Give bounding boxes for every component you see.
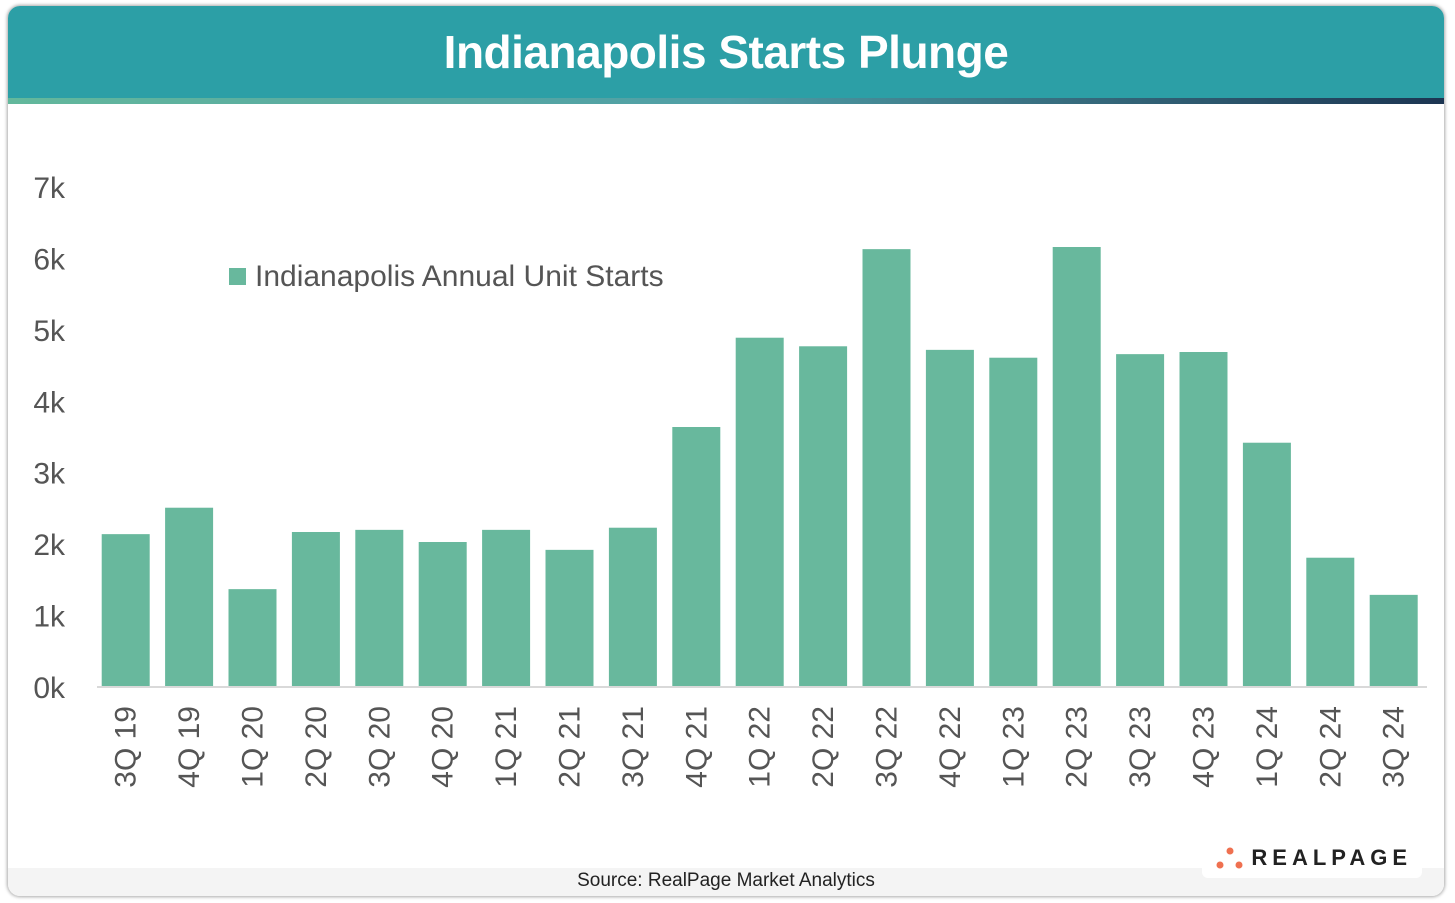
x-tick-label: 1Q 21 (490, 706, 523, 788)
bar (925, 349, 974, 687)
bar (545, 549, 594, 687)
bar (228, 589, 277, 687)
bar (672, 427, 721, 687)
x-tick-label: 1Q 23 (997, 706, 1030, 788)
bar (1242, 442, 1291, 687)
header: Indianapolis Starts Plunge (8, 6, 1444, 98)
logo-dots-icon (1216, 847, 1243, 869)
y-tick-label: 1k (33, 601, 66, 634)
x-tick-label: 1Q 22 (744, 706, 777, 788)
bar (291, 532, 340, 687)
y-tick-label: 5k (33, 315, 66, 348)
bar (862, 249, 911, 687)
source-text: Source: RealPage Market Analytics (577, 870, 875, 891)
x-tick-label: 2Q 23 (1061, 706, 1094, 788)
y-tick-label: 7k (33, 172, 66, 205)
y-tick-label: 3k (33, 458, 66, 491)
legend-label: Indianapolis Annual Unit Starts (255, 260, 664, 293)
bar (1052, 247, 1101, 687)
bar (1306, 557, 1355, 687)
y-tick-label: 2k (33, 529, 66, 562)
y-tick-label: 6k (33, 243, 66, 276)
realpage-logo: REALPAGE (1202, 838, 1422, 878)
header-strip (8, 98, 1444, 104)
x-tick-label: 3Q 24 (1378, 706, 1411, 788)
chart-title: Indianapolis Starts Plunge (443, 26, 1009, 78)
x-tick-label: 2Q 24 (1314, 706, 1347, 788)
bar (1116, 354, 1165, 687)
bar (799, 346, 848, 687)
bar (735, 337, 784, 687)
x-tick-label: 4Q 21 (680, 706, 713, 788)
bar (101, 534, 150, 687)
x-tick-label: 1Q 20 (237, 706, 270, 788)
bar (989, 357, 1038, 687)
x-tick-label: 3Q 20 (363, 706, 396, 788)
logo-text: REALPAGE (1251, 845, 1412, 870)
x-tick-label: 2Q 22 (807, 706, 840, 788)
bar (482, 529, 531, 687)
x-tick-label: 1Q 24 (1251, 706, 1284, 788)
x-tick-label: 4Q 22 (934, 706, 967, 788)
y-tick-label: 0k (33, 672, 66, 705)
x-tick-label: 4Q 19 (173, 706, 206, 788)
x-tick-label: 3Q 22 (871, 706, 904, 788)
x-tick-label: 4Q 23 (1188, 706, 1221, 788)
x-tick-label: 4Q 20 (427, 706, 460, 788)
legend-swatch (229, 268, 246, 285)
x-tick-label: 2Q 21 (554, 706, 587, 788)
bar (418, 542, 467, 687)
bar (608, 527, 657, 687)
bar (1369, 594, 1418, 687)
x-tick-label: 3Q 19 (110, 706, 143, 788)
bar (1179, 352, 1228, 687)
bar (165, 507, 214, 687)
x-tick-label: 3Q 21 (617, 706, 650, 788)
x-tick-label: 3Q 23 (1124, 706, 1157, 788)
bar (355, 529, 404, 687)
x-tick-label: 2Q 20 (300, 706, 333, 788)
y-tick-label: 4k (33, 386, 66, 419)
